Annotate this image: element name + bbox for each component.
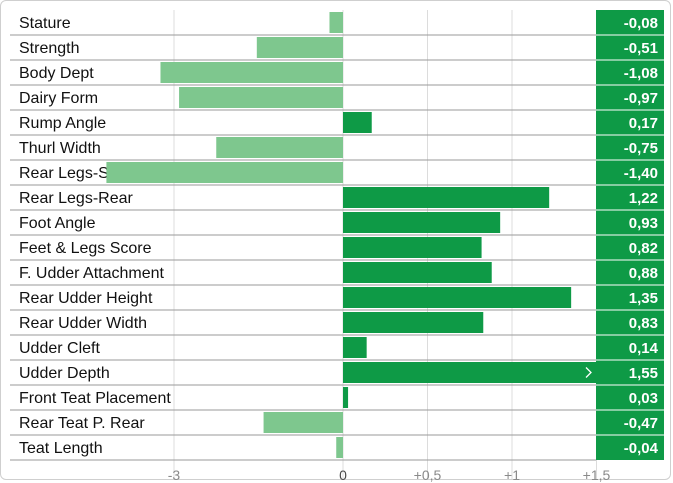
value-label: -0,97 (624, 90, 658, 107)
category-label: Feet & Legs Score (19, 240, 152, 257)
bar (343, 387, 349, 408)
bar (216, 137, 343, 158)
x-tick-label: +0,5 (414, 467, 442, 483)
category-label: Udder Depth (19, 365, 110, 382)
bar (343, 262, 492, 283)
value-label: -0,51 (624, 40, 658, 57)
x-tick-label: -3 (168, 467, 181, 483)
bar (263, 412, 343, 433)
value-label: 0,83 (629, 315, 658, 332)
value-label: 1,55 (629, 365, 658, 382)
value-label: -0,04 (624, 440, 659, 457)
category-label: Thurl Width (19, 140, 101, 157)
value-label: 0,82 (629, 240, 658, 257)
category-label: Strength (19, 40, 79, 57)
value-label: 0,93 (629, 215, 658, 232)
value-label: -0,08 (624, 15, 658, 32)
category-label: Udder Cleft (19, 340, 100, 357)
category-label: Rear Legs-Side (19, 165, 130, 182)
bar (343, 337, 367, 358)
category-label: Rump Angle (19, 115, 106, 132)
bar (343, 287, 572, 308)
value-label: -0,75 (624, 140, 658, 157)
bar (179, 87, 343, 108)
bar (343, 112, 372, 133)
bar (343, 312, 484, 333)
value-label: -1,40 (624, 165, 658, 182)
category-label: Foot Angle (19, 215, 96, 232)
value-label: 0,03 (629, 390, 658, 407)
x-axis-ticks: -3 0 +0,5 +1 +1,5 (168, 467, 611, 483)
bar (256, 37, 343, 58)
category-label: Front Teat Placement (19, 390, 171, 407)
value-label: 0,17 (629, 115, 658, 132)
bar (329, 12, 343, 33)
x-tick-label: 0 (339, 467, 347, 483)
bar (343, 237, 482, 258)
bar (336, 437, 343, 458)
bar (343, 187, 550, 208)
bar (343, 362, 605, 383)
bar (343, 212, 501, 233)
category-label: F. Udder Attachment (19, 265, 165, 282)
category-label: Dairy Form (19, 90, 98, 107)
category-label: Rear Udder Height (19, 290, 153, 307)
category-label: Stature (19, 15, 71, 32)
value-column: -0,08 -0,51 -1,08 -0,97 0,17 -0,75 -1,40 1,22 0,… (596, 10, 664, 460)
bars (106, 12, 605, 458)
category-labels: Stature Strength Body Dept Dairy Form Rump A… (19, 15, 171, 457)
x-tick-label: +1,5 (583, 467, 611, 483)
x-tick-label: +1 (504, 467, 520, 483)
value-label: 0,14 (629, 340, 659, 357)
row-lines (10, 34, 596, 461)
value-label: -0,47 (624, 415, 658, 432)
category-label: Rear Udder Width (19, 315, 147, 332)
value-label: 1,35 (629, 290, 658, 307)
bar (160, 62, 343, 83)
chevron-right-icon (585, 367, 592, 378)
category-label: Body Dept (19, 65, 94, 82)
bar (106, 162, 344, 183)
value-label: 1,22 (629, 190, 658, 207)
value-label: 0,88 (629, 265, 658, 282)
category-label: Rear Legs-Rear (19, 190, 134, 207)
category-label: Teat Length (19, 440, 103, 457)
category-label: Rear Teat P. Rear (19, 415, 145, 432)
value-label: -1,08 (624, 65, 658, 82)
